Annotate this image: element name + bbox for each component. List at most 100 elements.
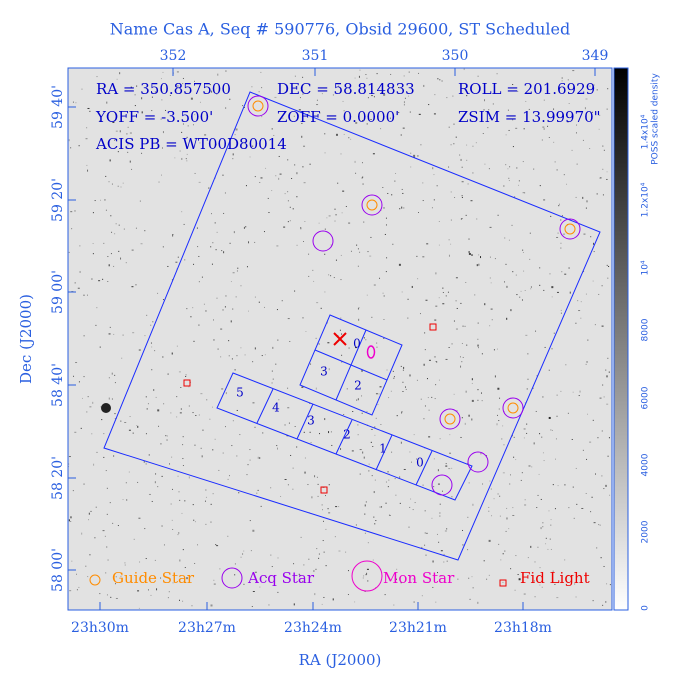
star: [110, 253, 112, 255]
star: [505, 164, 507, 166]
star: [198, 324, 200, 326]
star: [409, 111, 411, 113]
star: [332, 94, 334, 96]
star: [435, 305, 438, 307]
star: [231, 445, 233, 447]
star: [536, 507, 538, 509]
star: [331, 444, 333, 446]
star: [503, 444, 505, 446]
star: [482, 483, 484, 485]
star: [73, 375, 75, 377]
star: [92, 212, 94, 214]
star: [477, 389, 479, 391]
star: [508, 180, 510, 182]
star: [383, 295, 385, 297]
star: [515, 555, 517, 557]
star: [542, 126, 545, 128]
star: [561, 80, 563, 82]
star: [571, 438, 573, 440]
star: [99, 199, 101, 201]
star: [502, 425, 504, 427]
star: [443, 553, 445, 555]
star: [470, 254, 473, 256]
star: [488, 574, 490, 576]
star: [317, 483, 319, 485]
star: [543, 127, 545, 130]
star: [477, 338, 479, 340]
star: [537, 494, 539, 496]
star: [385, 502, 387, 504]
star: [359, 69, 361, 71]
star: [362, 176, 364, 178]
info-text: RA = 350.857500: [96, 80, 231, 98]
star: [86, 164, 88, 166]
star: [185, 374, 187, 376]
star: [524, 499, 526, 501]
star: [385, 224, 387, 226]
star: [508, 129, 510, 131]
star: [303, 564, 305, 566]
star: [497, 387, 500, 390]
star: [606, 171, 608, 173]
star: [228, 355, 230, 357]
star: [194, 444, 196, 446]
star: [496, 414, 498, 416]
star: [578, 395, 580, 397]
star: [591, 496, 593, 498]
star: [361, 395, 363, 397]
bottom-tick-label: 23h21m: [389, 620, 447, 636]
star: [364, 532, 366, 534]
info-text: ZOFF = 0.0000': [277, 108, 399, 126]
chip-label: 2: [354, 379, 362, 393]
footer: lwang 25-Sep-2025 09:41: [547, 665, 676, 676]
star: [556, 291, 559, 293]
star: [601, 285, 603, 287]
star: [348, 347, 350, 349]
star: [420, 144, 422, 146]
star: [556, 597, 559, 599]
star: [322, 520, 324, 522]
star: [439, 438, 441, 440]
star: [309, 431, 311, 433]
star: [342, 190, 345, 192]
star: [586, 111, 588, 113]
chip-divider: [335, 419, 353, 455]
star: [461, 197, 463, 199]
star: [357, 265, 359, 267]
star: [484, 99, 486, 102]
star: [228, 475, 230, 477]
star: [371, 95, 374, 97]
star: [543, 289, 545, 291]
star: [118, 250, 120, 252]
star: [81, 88, 83, 90]
star: [474, 294, 476, 296]
star: [433, 486, 435, 488]
star: [524, 192, 526, 194]
star: [328, 431, 330, 434]
star: [92, 401, 94, 404]
star: [596, 89, 598, 91]
star: [381, 506, 383, 508]
star: [157, 409, 160, 412]
star: [424, 349, 426, 351]
star: [120, 575, 122, 577]
star: [260, 505, 262, 507]
star: [392, 243, 394, 245]
star: [461, 195, 463, 197]
star: [138, 349, 141, 351]
star: [160, 443, 162, 445]
star: [596, 547, 598, 549]
star: [330, 275, 332, 277]
star: [326, 217, 328, 219]
star: [325, 528, 327, 530]
star: [380, 128, 382, 130]
star: [340, 254, 342, 256]
star: [267, 197, 269, 199]
star: [365, 74, 367, 76]
star: [486, 578, 488, 580]
star: [181, 512, 183, 514]
star: [549, 538, 551, 540]
star: [234, 563, 236, 565]
star: [541, 139, 543, 141]
